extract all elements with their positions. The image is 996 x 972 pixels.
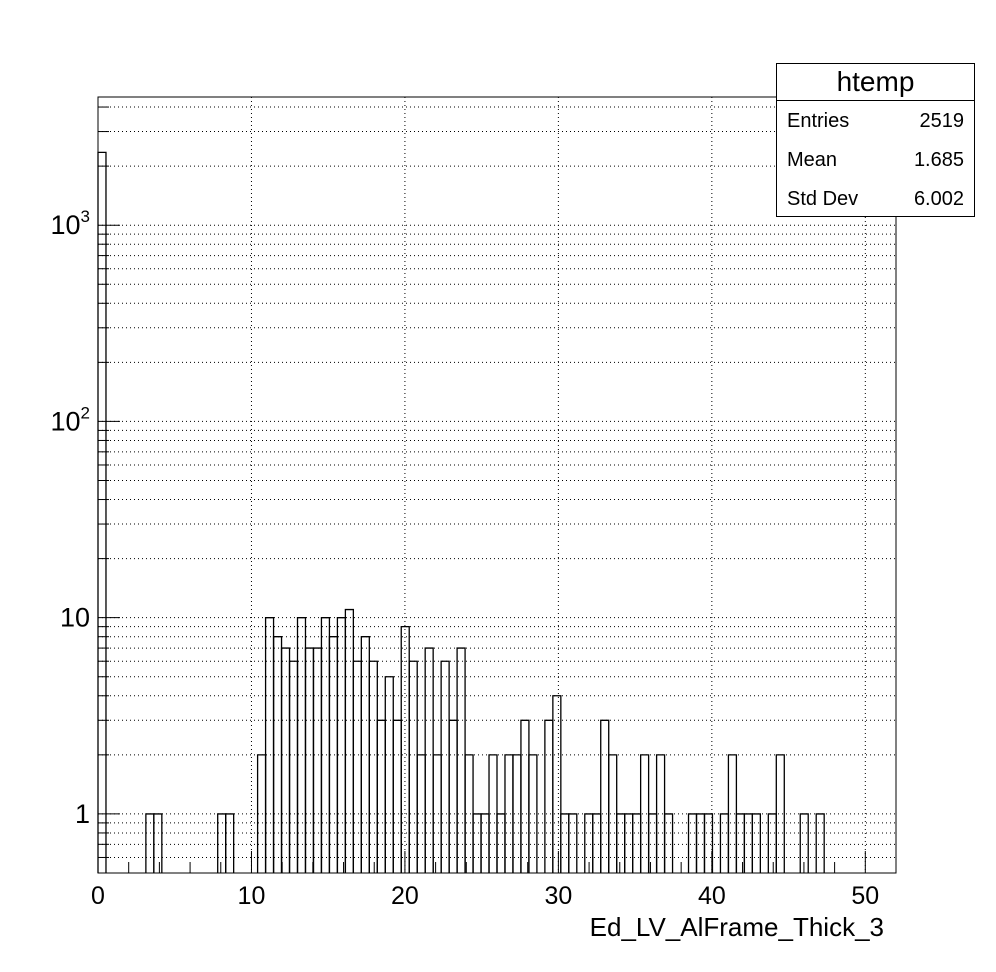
histogram-bins: [97, 151, 825, 873]
histogram-bin: [225, 813, 235, 873]
y-tick-label: 103: [50, 207, 90, 240]
histogram-bin: [719, 813, 730, 873]
histogram-bin: [288, 660, 299, 873]
histogram-bin: [520, 719, 530, 873]
histogram-bin: [264, 617, 275, 873]
histogram-bin: [775, 754, 785, 873]
histogram-bin: [592, 813, 602, 873]
stats-label: Mean: [787, 149, 838, 171]
histogram-bin: [568, 813, 578, 873]
x-tick-label: 40: [698, 882, 726, 910]
histogram-bin: [815, 813, 825, 873]
histogram-bin: [408, 660, 418, 873]
stats-row-entries: Entries 2519: [777, 101, 974, 140]
x-tick-label: 10: [238, 882, 266, 910]
stats-label: Std Dev: [787, 188, 859, 210]
x-axis-ticks: 0 10 20 30 40 50: [91, 851, 897, 910]
stats-row-std-dev: Std Dev 6.002: [777, 179, 974, 218]
histogram-bin: [336, 617, 347, 873]
histogram-bin: [703, 813, 714, 873]
histogram-bin: [743, 813, 754, 873]
histogram-bin: [608, 754, 618, 873]
histogram-bin: [639, 754, 650, 873]
histogram-bin: [767, 813, 777, 873]
histogram-bin: [600, 719, 610, 873]
stats-value: 6.002: [913, 188, 964, 210]
histogram-bin: [687, 813, 698, 873]
histogram-bin: [663, 813, 674, 873]
histogram-bin: [440, 660, 450, 873]
histogram-bin: [424, 647, 434, 873]
histogram-bin: [544, 719, 554, 873]
histogram-bin: [376, 719, 386, 873]
histogram-bin: [368, 660, 378, 873]
histogram-bin: [528, 754, 538, 873]
x-tick-label: 0: [91, 882, 105, 910]
stats-value: 2519: [919, 110, 965, 132]
histogram-bin: [695, 813, 706, 873]
histogram-bin: [344, 608, 355, 873]
histogram-bin: [304, 647, 315, 873]
histogram-bin: [97, 151, 107, 873]
histogram-bin: [153, 813, 163, 873]
y-tick-label: 1: [75, 799, 90, 829]
stats-box: htemp Entries 2519 Mean 1.685 Std Dev 6.…: [776, 63, 975, 217]
histogram-bin: [384, 676, 394, 873]
stats-row-mean: Mean 1.685: [777, 140, 974, 179]
histogram-bin: [727, 754, 738, 873]
minor-ticks: [98, 106, 120, 874]
y-axis-ticks: 1 10 102 103: [50, 207, 90, 829]
histogram-bin: [456, 647, 466, 873]
histogram-bin: [735, 813, 746, 873]
histogram-bin: [392, 719, 402, 873]
grid-lines: [97, 97, 896, 874]
histogram-bin: [632, 813, 642, 873]
histogram-bin: [312, 647, 323, 873]
x-tick-label: 20: [391, 882, 419, 910]
histogram-bin: [352, 660, 362, 873]
histogram-bin: [647, 813, 658, 873]
histogram-bin: [448, 719, 458, 873]
stats-value: 1.685: [913, 149, 964, 171]
histogram-bin: [799, 813, 809, 873]
x-tick-label: 30: [544, 882, 572, 910]
histogram-bin: [552, 695, 562, 873]
y-tick-label: 102: [50, 403, 90, 436]
histogram-bin: [320, 617, 331, 873]
histogram-bin: [145, 813, 155, 873]
stats-title: htemp: [777, 64, 974, 101]
histogram-bin: [296, 617, 307, 873]
histogram-bin: [751, 813, 761, 873]
histogram-bin: [280, 647, 291, 873]
x-axis-title: Ed_LV_AlFrame_Thick_3: [589, 912, 884, 942]
y-tick-label: 10: [60, 603, 90, 633]
histogram-bin: [655, 754, 666, 873]
x-tick-label: 50: [851, 882, 879, 910]
stats-label: Entries: [787, 110, 850, 132]
histogram-bin: [624, 813, 634, 873]
histogram-bin: [616, 813, 626, 873]
